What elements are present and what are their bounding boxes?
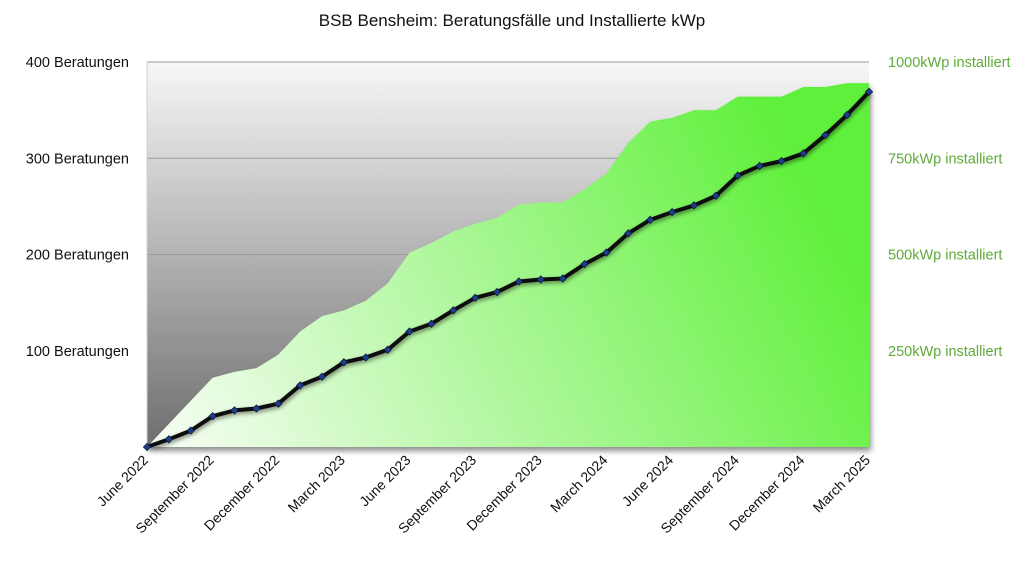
- data-point-marker: [383, 345, 392, 354]
- left-tick-label: 400 Beratungen: [26, 55, 129, 71]
- beratungen-line: [146, 90, 871, 449]
- right-tick-label: 1000kWp installiert: [888, 55, 1011, 71]
- data-point-marker: [821, 130, 830, 140]
- data-point-marker: [208, 412, 217, 421]
- data-point-marker: [558, 274, 567, 283]
- data-point-marker: [864, 87, 874, 97]
- data-point-marker: [339, 358, 349, 367]
- x-tick-label: March 2025: [810, 452, 874, 516]
- x-tick-label: June 2024: [619, 452, 677, 510]
- data-point-marker: [667, 207, 677, 217]
- data-point-marker: [646, 215, 655, 225]
- left-tick-label: 300 Beratungen: [26, 151, 129, 167]
- data-point-marker: [689, 201, 699, 210]
- x-tick-label: March 2024: [547, 452, 611, 516]
- left-axis: 100 Beratungen 200 Beratungen 300 Beratung…: [26, 55, 129, 360]
- data-point-marker: [230, 406, 239, 415]
- data-point-marker: [514, 277, 524, 286]
- right-tick-label: 250kWp installiert: [888, 344, 1002, 360]
- data-point-marker: [536, 275, 545, 284]
- data-point-marker: [471, 293, 480, 302]
- right-tick-label: 500kWp installiert: [888, 248, 1002, 264]
- data-point-marker: [186, 426, 195, 435]
- left-tick-label: 100 Beratungen: [26, 344, 129, 360]
- data-point-marker: [449, 306, 458, 315]
- kwp-area: [147, 83, 869, 448]
- x-tick-label: June 2023: [356, 452, 414, 510]
- data-point-marker: [711, 191, 721, 200]
- data-point-marker: [492, 287, 502, 297]
- data-point-marker: [405, 327, 414, 336]
- data-point-marker: [164, 435, 174, 444]
- x-tick-label: March 2023: [284, 452, 348, 516]
- data-point-marker: [580, 259, 589, 269]
- x-tick-label: June 2022: [94, 452, 152, 510]
- data-point-marker: [295, 381, 305, 390]
- left-tick-label: 200 Beratungen: [26, 248, 129, 264]
- data-point-marker: [252, 404, 261, 413]
- data-point-marker: [624, 229, 633, 238]
- data-point-marker: [142, 442, 152, 452]
- data-point-marker: [317, 372, 327, 381]
- right-axis: 250kWp installiert 500kWp installiert 750k…: [888, 55, 1011, 360]
- data-point-marker: [427, 319, 436, 328]
- beratungen-markers: [142, 87, 874, 452]
- data-point-marker: [733, 171, 742, 180]
- data-point-marker: [361, 353, 370, 362]
- data-point-marker: [799, 149, 808, 158]
- data-point-marker: [842, 110, 852, 120]
- data-point-marker: [274, 399, 283, 408]
- data-point-marker: [602, 248, 611, 257]
- data-point-marker: [777, 156, 786, 166]
- chart-title: BSB Bensheim: Beratungsfälle und Install…: [318, 11, 706, 30]
- data-point-marker: [755, 161, 764, 171]
- right-tick-label: 750kWp installiert: [888, 151, 1002, 167]
